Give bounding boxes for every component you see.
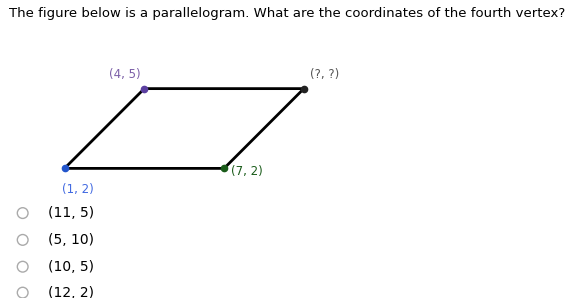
Text: (4, 5): (4, 5): [109, 68, 140, 81]
Text: (5, 10): (5, 10): [48, 233, 94, 247]
Text: (12, 2): (12, 2): [48, 286, 94, 298]
Text: (10, 5): (10, 5): [48, 260, 94, 274]
Text: (11, 5): (11, 5): [48, 206, 94, 220]
Text: The figure below is a parallelogram. What are the coordinates of the fourth vert: The figure below is a parallelogram. Wha…: [9, 7, 565, 21]
Text: (1, 2): (1, 2): [62, 183, 94, 196]
Text: (7, 2): (7, 2): [231, 164, 263, 178]
Text: (?, ?): (?, ?): [311, 68, 340, 81]
